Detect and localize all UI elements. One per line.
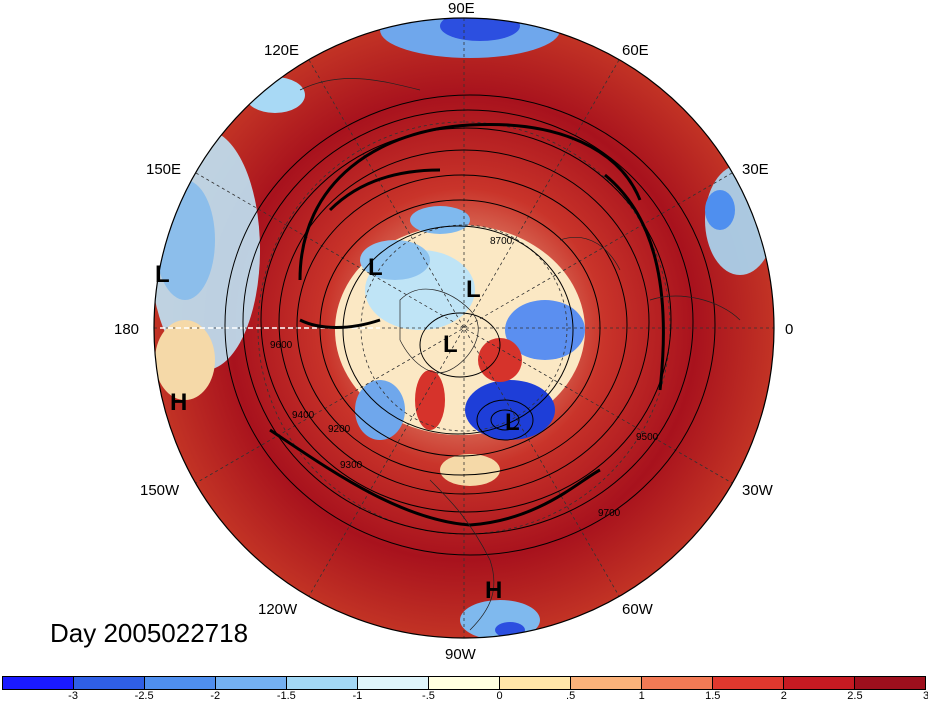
longitude-labels: 90E 60E 30E 0 30W 60W 90W 120W 150W 180 …	[114, 0, 793, 663]
jet-contours	[269, 122, 665, 527]
lon-label-150e: 150E	[146, 161, 181, 178]
colorbar-tick-label: -1	[352, 690, 363, 702]
colorbar-swatch	[642, 677, 713, 689]
low-center: L	[443, 331, 458, 358]
lon-label-0: 0	[785, 321, 793, 338]
polar-map: 9700 9600 9500 9400 9300 9200 8700 L L L…	[114, 0, 793, 663]
contour-label: 9200	[328, 424, 351, 435]
low-center: L	[466, 276, 481, 303]
colorbar-ticks: -3 -2.5 -2 -1.5 -1 -.5 0 .5 1 1.5 2 2.5 3	[2, 690, 928, 702]
colorbar-tick-label: .5	[566, 690, 576, 702]
colorbar-tick-label: 1.5	[705, 690, 721, 702]
lon-label-60e: 60E	[622, 42, 649, 59]
map-title: Day 2005022718	[50, 618, 249, 648]
lon-label-120e: 120E	[264, 42, 299, 59]
colorbar-tick-label: 2	[780, 690, 787, 702]
lon-label-30e: 30E	[742, 161, 769, 178]
lon-label-90e: 90E	[448, 0, 475, 17]
lon-label-180: 180	[114, 321, 139, 338]
colorbar-tick-label: -2	[210, 690, 221, 702]
contour-label: 9400	[292, 410, 315, 421]
colorbar-tick-label: -.5	[422, 690, 435, 702]
pressure-centers: L L L L L H H	[155, 254, 520, 604]
lon-label-30w: 30W	[742, 482, 774, 499]
colorbar-tick-label: 2.5	[847, 690, 863, 702]
colorbar-swatch	[287, 677, 358, 689]
contour-label: 9500	[636, 432, 659, 443]
colorbar-swatch	[500, 677, 571, 689]
colorbar-tick-label: 1	[638, 690, 645, 702]
coastlines	[299, 78, 741, 631]
colorbar-swatch	[429, 677, 500, 689]
low-center: L	[505, 409, 520, 436]
colorbar-swatch	[571, 677, 642, 689]
lon-label-90w: 90W	[445, 646, 477, 663]
contour-label: 9700	[598, 508, 621, 519]
colorbar-tick-label: -2.5	[134, 690, 154, 702]
colorbar-swatch	[145, 677, 216, 689]
colorbar-swatch	[74, 677, 145, 689]
colorbar-swatch	[713, 677, 784, 689]
high-center: H	[485, 577, 502, 604]
low-center: L	[368, 254, 383, 281]
lon-label-150w: 150W	[140, 482, 180, 499]
anomaly-field	[154, 18, 774, 638]
lon-label-60w: 60W	[622, 601, 654, 618]
colorbar-swatch	[855, 677, 925, 689]
colorbar-tick-label: -3	[68, 690, 78, 702]
contour-label: 9300	[340, 460, 363, 471]
colorbar-swatch	[216, 677, 287, 689]
colorbar-swatch	[358, 677, 429, 689]
low-center: L	[155, 261, 170, 288]
colorbar-swatch	[784, 677, 855, 689]
high-center: H	[170, 389, 187, 416]
contour-label: 8700	[490, 236, 513, 247]
lon-label-120w: 120W	[258, 601, 298, 618]
map-border	[153, 17, 775, 639]
colorbar	[2, 676, 926, 690]
colorbar-swatch	[3, 677, 74, 689]
colorbar-tick-label: 0	[496, 690, 503, 702]
colorbar-tick-label: 3	[922, 690, 928, 702]
colorbar-tick-label: -1.5	[276, 690, 296, 702]
contour-label: 9600	[270, 340, 293, 351]
height-contours	[224, 94, 716, 556]
contour-labels: 9700 9600 9500 9400 9300 9200 8700	[270, 236, 659, 519]
